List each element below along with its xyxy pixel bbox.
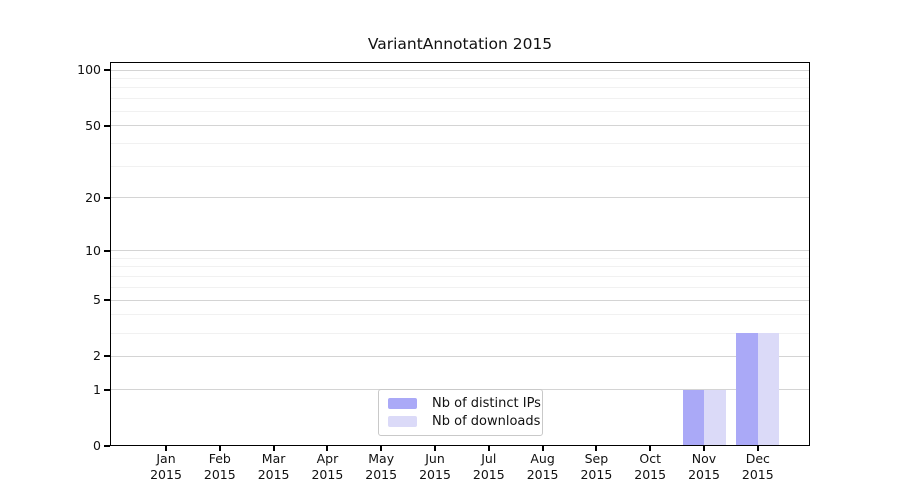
gridline-major <box>110 250 810 252</box>
gridline-major <box>110 299 810 301</box>
y-tick-mark <box>104 249 110 252</box>
gridline-minor <box>110 286 810 288</box>
y-tick-mark <box>104 124 110 127</box>
bar-downloads-dec <box>757 333 780 446</box>
y-tick-mark <box>104 388 110 391</box>
gridline-major <box>110 125 810 127</box>
x-tick-year: 2015 <box>741 467 774 482</box>
y-tick-label: 2 <box>93 348 101 364</box>
x-tick-month: Dec <box>745 451 770 466</box>
x-tick-label: Sep 2015 <box>556 451 636 483</box>
bar-distinct-ips-nov <box>682 389 704 446</box>
x-tick-month: May <box>368 451 395 466</box>
gridline-minor <box>110 77 810 79</box>
x-tick-mark <box>756 446 759 451</box>
x-tick-month: Jul <box>481 451 497 466</box>
x-tick-mark <box>326 446 329 451</box>
y-tick-label: 0 <box>93 438 101 453</box>
x-tick-mark <box>165 446 167 451</box>
x-tick-year: 2015 <box>311 467 344 482</box>
x-tick-year: 2015 <box>472 467 505 482</box>
y-tick-label: 100 <box>77 62 101 77</box>
y-tick-label: 50 <box>85 117 101 133</box>
x-tick-mark <box>434 446 436 451</box>
legend-label-distinct-ips: Nb of distinct IPs <box>432 396 541 411</box>
x-tick-month: Nov <box>691 451 717 466</box>
gridline-minor <box>110 98 810 100</box>
x-tick-label: May 2015 <box>341 451 421 483</box>
x-tick-label: Mar 2015 <box>234 451 314 483</box>
x-tick-year: 2015 <box>419 467 451 482</box>
y-tick-label: 20 <box>85 189 101 205</box>
x-tick-label: Jan 2015 <box>126 451 206 483</box>
x-tick-year: 2015 <box>688 467 720 482</box>
y-tick-mark <box>104 355 110 358</box>
x-tick-year: 2015 <box>526 467 559 482</box>
x-tick-label: Dec 2015 <box>718 451 798 483</box>
x-tick-mark <box>649 446 652 451</box>
legend-item-distinct-ips: Nb of distinct IPs <box>388 396 542 411</box>
bar-distinct-ips-dec <box>736 333 758 446</box>
x-tick-month: Mar <box>261 451 286 466</box>
x-tick-mark <box>487 446 490 451</box>
gridline-major <box>110 197 810 199</box>
x-tick-label: Oct 2015 <box>610 451 690 483</box>
legend-swatch-distinct-ips <box>388 398 417 409</box>
gridline-minor <box>110 165 810 167</box>
y-tick-label: 1 <box>93 381 101 397</box>
x-tick-label: Jul 2015 <box>449 451 529 483</box>
x-tick-mark <box>380 446 383 451</box>
legend: Nb of distinct IPs Nb of downloads <box>378 389 543 436</box>
x-tick-month: Apr <box>316 451 339 466</box>
x-tick-label: Aug 2015 <box>503 451 583 483</box>
x-tick-mark <box>541 446 544 451</box>
gridline-minor <box>110 87 810 89</box>
x-tick-month: Sep <box>584 451 609 466</box>
y-tick-label: 5 <box>93 292 101 308</box>
gridline-minor <box>110 314 810 316</box>
legend-item-downloads: Nb of downloads <box>388 414 542 429</box>
legend-swatch-downloads <box>388 416 417 427</box>
x-tick-label: Nov 2015 <box>664 451 744 483</box>
gridline-minor <box>110 110 810 112</box>
x-tick-year: 2015 <box>580 467 613 482</box>
x-tick-mark <box>595 446 598 451</box>
x-tick-month: Aug <box>530 451 555 466</box>
x-tick-label: Feb 2015 <box>180 451 260 483</box>
x-tick-month: Jun <box>425 451 445 466</box>
chart-title: VariantAnnotation 2015 <box>367 35 553 53</box>
x-tick-month: Jan <box>156 451 176 466</box>
x-tick-year: 2015 <box>634 467 667 482</box>
legend-label-downloads: Nb of downloads <box>432 414 541 429</box>
x-tick-year: 2015 <box>150 467 182 482</box>
plot-area <box>110 62 810 446</box>
y-tick-mark <box>104 445 110 447</box>
gridline-minor <box>110 142 810 144</box>
gridline-minor <box>110 257 810 259</box>
x-tick-mark <box>218 446 221 451</box>
x-tick-label: Jun 2015 <box>395 451 475 483</box>
gridline-major <box>110 69 810 71</box>
x-tick-month: Oct <box>639 451 661 466</box>
gridline-minor <box>110 276 810 278</box>
y-tick-mark <box>104 196 110 199</box>
y-tick-label: 10 <box>85 242 101 258</box>
x-tick-year: 2015 <box>203 467 236 482</box>
y-tick-mark <box>104 69 110 71</box>
y-tick-mark <box>104 299 110 302</box>
x-tick-mark <box>703 446 705 451</box>
x-tick-year: 2015 <box>365 467 398 482</box>
gridline-minor <box>110 332 810 334</box>
gridline-major <box>110 355 810 357</box>
x-tick-year: 2015 <box>257 467 290 482</box>
x-tick-mark <box>272 446 275 451</box>
bar-downloads-nov <box>704 389 726 446</box>
gridline-minor <box>110 266 810 268</box>
x-tick-label: Apr 2015 <box>287 451 367 483</box>
x-tick-month: Feb <box>208 451 231 466</box>
